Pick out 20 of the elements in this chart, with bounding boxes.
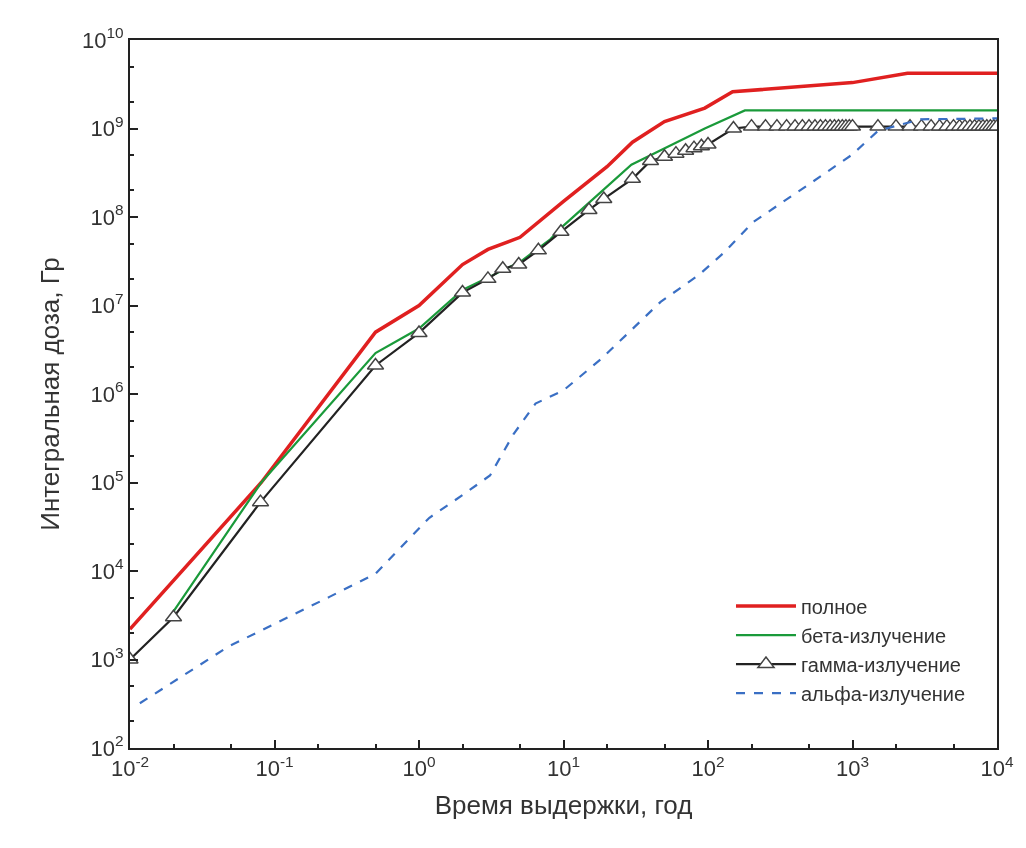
y-tick-label: 10$^{3}$ — [90, 643, 124, 673]
y-tick-label: 10$^{4}$ — [90, 555, 125, 584]
x-axis-title: Время выдержки, год — [434, 789, 693, 820]
y-tick-label: 10$^{5}$ — [90, 466, 124, 496]
y-tick-label: 10$^{8}$ — [90, 201, 124, 230]
x-tick-label: 10$^{3}$ — [835, 753, 870, 782]
legend-label: полное — [800, 595, 868, 618]
x-tick-label: 10$^{-1}$ — [255, 753, 294, 782]
x-tick-label: 10$^{4}$ — [980, 753, 1014, 782]
legend-label: гамма-излучение — [800, 653, 961, 676]
y-tick-label: 10$^{6}$ — [90, 378, 124, 407]
legend-label: бета-излучение — [800, 624, 947, 647]
x-tick-label: 10$^{1}$ — [546, 753, 581, 782]
y-tick-label: 10$^{9}$ — [90, 112, 124, 142]
y-tick-label: 10$^{7}$ — [90, 289, 124, 319]
x-tick-label: 10$^{0}$ — [402, 753, 436, 782]
y-axis-title: Интегральная доза, Гр — [34, 257, 65, 531]
legend-label: альфа-излучение — [800, 682, 966, 705]
x-tick-label: 10$^{2}$ — [691, 753, 725, 782]
y-tick-label: 10$^{10}$ — [81, 24, 124, 53]
